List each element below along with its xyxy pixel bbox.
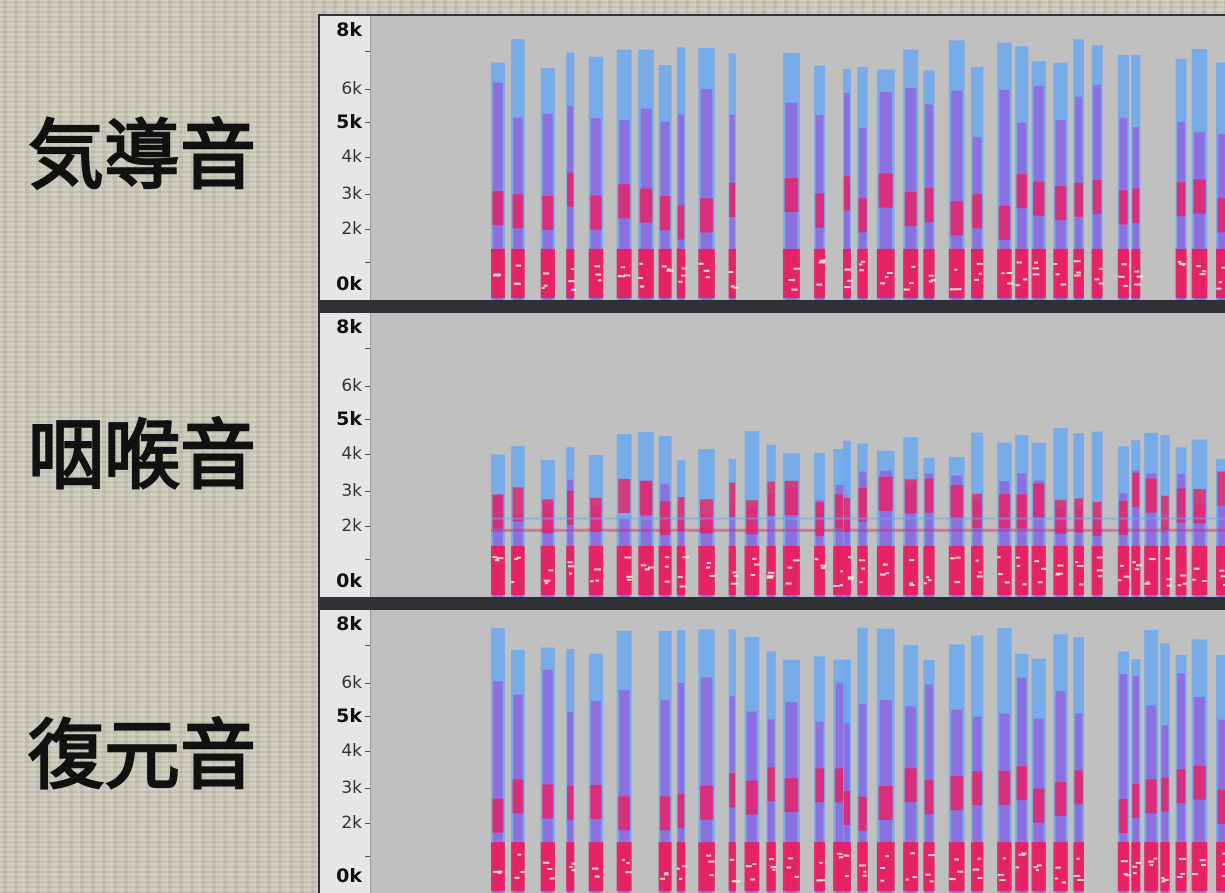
- tick-label-2k: 2k: [341, 516, 362, 536]
- tick-label-2k: 2k: [341, 813, 362, 833]
- tick-label-8k: 8k: [336, 316, 362, 338]
- tick-label-0k: 0k: [336, 865, 362, 887]
- spectrogram-image-air: [491, 39, 1225, 300]
- tick-label-4k: 4k: [341, 741, 362, 761]
- frequency-ruler: 8k 6k 5k 4k 3k 2k 0k: [320, 610, 371, 893]
- tick-label-8k: 8k: [336, 613, 362, 635]
- spectrogram-panel-throat: 8k 6k 5k 4k 3k 2k 0k: [320, 313, 1225, 597]
- tick-label-3k: 3k: [341, 481, 362, 501]
- tick-label-4k: 4k: [341, 147, 362, 167]
- tick-label-6k: 6k: [341, 673, 362, 693]
- tick-label-4k: 4k: [341, 444, 362, 464]
- row-label-throat: 咽喉音: [28, 411, 256, 500]
- spectrogram-panel-restored: 8k 6k 5k 4k 3k 2k 0k: [320, 610, 1225, 893]
- spectrogram-image-throat: [491, 428, 1225, 597]
- row-label-air: 気導音: [28, 111, 256, 200]
- tick-label-0k: 0k: [336, 570, 362, 592]
- tick-label-0k: 0k: [336, 273, 362, 295]
- frequency-ruler: 8k 6k 5k 4k 3k 2k 0k: [320, 16, 371, 300]
- spectrogram-image-restored: [491, 627, 1225, 893]
- tick-label-5k: 5k: [336, 705, 362, 727]
- tick-label-3k: 3k: [341, 184, 362, 204]
- tick-label-2k: 2k: [341, 219, 362, 239]
- tick-label-5k: 5k: [336, 111, 362, 133]
- frequency-ruler: 8k 6k 5k 4k 3k 2k 0k: [320, 313, 371, 597]
- tick-label-8k: 8k: [336, 19, 362, 41]
- tick-label-6k: 6k: [341, 79, 362, 99]
- spectrogram-panel-air: 8k 6k 5k 4k 3k 2k 0k: [320, 16, 1225, 300]
- tick-label-6k: 6k: [341, 376, 362, 396]
- tick-label-3k: 3k: [341, 778, 362, 798]
- tick-label-5k: 5k: [336, 408, 362, 430]
- row-label-restored: 復元音: [28, 711, 256, 800]
